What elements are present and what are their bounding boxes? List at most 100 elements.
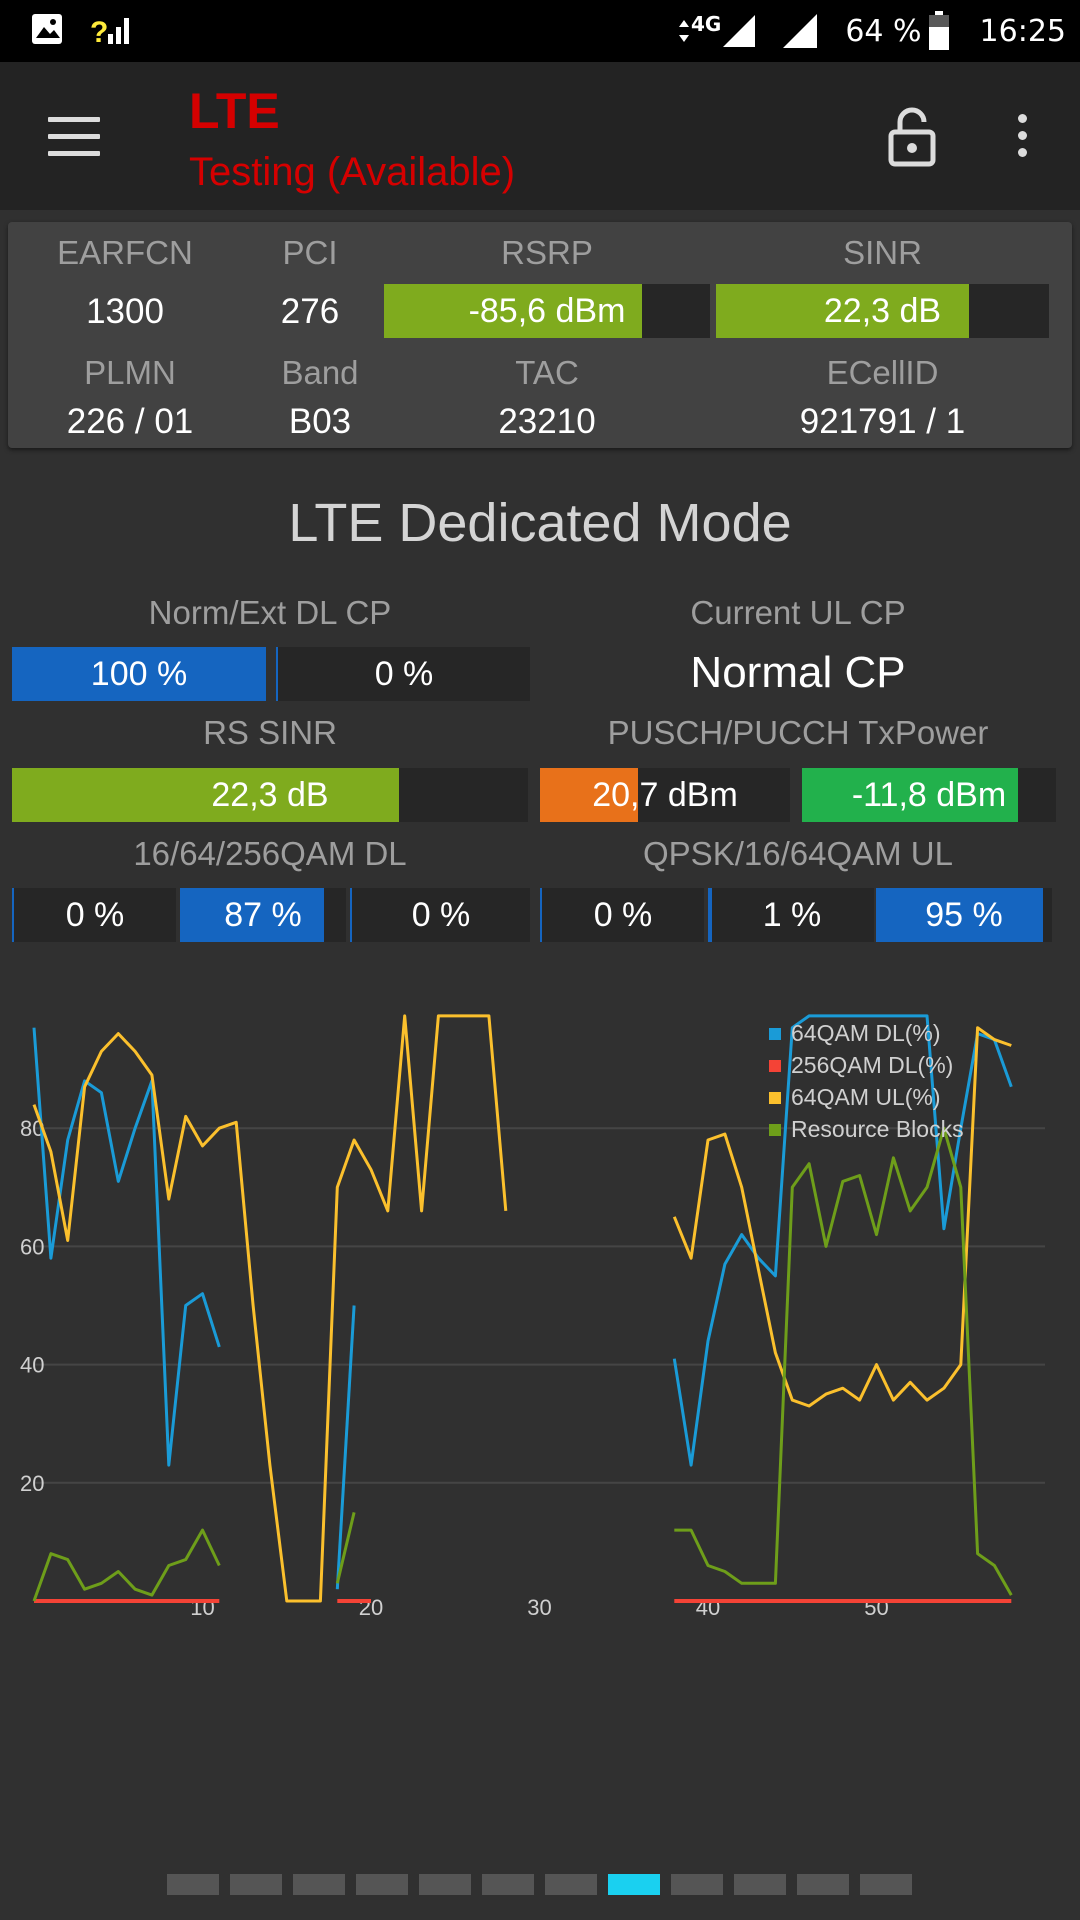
band-label: Band: [281, 354, 359, 391]
ul-cp-value: Normal CP: [690, 648, 906, 697]
pci-label: PCI: [282, 234, 338, 271]
legend-swatch: [769, 1028, 781, 1040]
signal-unknown-icon: ?: [90, 16, 129, 46]
legend-swatch: [769, 1124, 781, 1136]
pusch-fill: [540, 768, 638, 822]
clock: 16:25: [979, 13, 1066, 49]
page-indicator: [167, 1874, 912, 1895]
x-tick-label: 40: [696, 1595, 720, 1620]
ul-qam-label: QPSK/16/64QAM UL: [643, 835, 953, 872]
ul-cp-label: Current UL CP: [690, 594, 906, 631]
dl-16qam-value: 0 %: [65, 895, 125, 934]
y-tick-label: 40: [20, 1353, 44, 1378]
ul-64qam-fill: [876, 888, 1044, 942]
y-tick-label: 20: [20, 1471, 44, 1496]
ul-64qam-value: 95 %: [925, 895, 1003, 934]
series-line: [335, 1305, 356, 1590]
page-dot[interactable]: [671, 1874, 723, 1895]
tac-value: 23210: [498, 402, 596, 441]
dl-16qam-bar: 0 %: [12, 888, 176, 942]
menu-icon[interactable]: [48, 117, 100, 157]
dl-64qam-value: 87 %: [224, 895, 302, 934]
ul-16qam-fill: [710, 888, 712, 942]
dl-cp-norm-fill: [12, 647, 266, 701]
legend-label: 256QAM DL(%): [791, 1052, 953, 1078]
pci-value: 276: [280, 292, 340, 331]
txpower-label: PUSCH/PUCCH TxPower: [607, 714, 989, 751]
rs-sinr-fill: [12, 768, 399, 822]
dl-64qam-bar: 87 %: [180, 888, 346, 942]
dl-64qam-fill: [180, 888, 325, 942]
legend-label: 64QAM DL(%): [791, 1020, 941, 1046]
dl-cp-label: Norm/Ext DL CP: [148, 594, 392, 631]
ul-qpsk-bar: 0 %: [540, 888, 704, 942]
pusch-bar: 20,7 dBm: [540, 768, 790, 822]
series-line: [674, 1126, 1013, 1596]
signal-full-icon: [783, 14, 818, 48]
page-dot[interactable]: [419, 1874, 471, 1895]
page-dot[interactable]: [545, 1874, 597, 1895]
plmn-label: PLMN: [84, 354, 176, 391]
rs-sinr-bar: 22,3 dB: [12, 768, 528, 822]
sinr-bar-fill: [716, 284, 970, 338]
sinr-label: SINR: [843, 234, 922, 271]
sinr-bar: 22,3 dB: [716, 284, 1049, 338]
dl-qam-label: 16/64/256QAM DL: [133, 835, 407, 872]
series-line: [672, 1014, 1013, 1467]
ul-qpsk-value: 0 %: [593, 895, 653, 934]
rsrp-label: RSRP: [501, 234, 593, 271]
dl-cp-ext-value: 0 %: [374, 654, 434, 693]
x-tick-label: 10: [190, 1595, 214, 1620]
y-tick-label: 60: [20, 1234, 44, 1259]
series-line: [672, 1026, 1012, 1408]
page-dot[interactable]: [356, 1874, 408, 1895]
pucch-fill: [802, 768, 1018, 822]
page-dot[interactable]: [230, 1874, 282, 1895]
page-dot[interactable]: [293, 1874, 345, 1895]
page-dot[interactable]: [482, 1874, 534, 1895]
dl-256qam-value: 0 %: [411, 895, 471, 934]
ul-64qam-bar: 95 %: [876, 888, 1052, 942]
page-dot[interactable]: [797, 1874, 849, 1895]
rsrp-bar-fill: [384, 284, 642, 338]
page-dot[interactable]: [734, 1874, 786, 1895]
rs-sinr-label: RS SINR: [203, 714, 337, 751]
page-dot[interactable]: [167, 1874, 219, 1895]
rsrp-value: -85,6 dBm: [468, 291, 626, 330]
series-line: [32, 1014, 508, 1603]
legend-label: Resource Blocks: [791, 1116, 964, 1142]
legend-swatch: [769, 1060, 781, 1072]
app-title: LTE: [189, 83, 280, 139]
legend-label: 64QAM UL(%): [791, 1084, 941, 1110]
battery-icon: [928, 11, 949, 50]
plmn-value: 226 / 01: [66, 402, 194, 441]
more-vert-icon[interactable]: [1010, 114, 1034, 164]
ul-16qam-bar: 1 %: [708, 888, 874, 942]
series-line: [335, 1512, 356, 1584]
lock-open-icon[interactable]: [888, 106, 936, 168]
sinr-value: 22,3 dB: [823, 291, 942, 330]
series-line: [32, 1528, 221, 1602]
battery-percent: 64 %: [845, 13, 922, 49]
series-line: [32, 1027, 221, 1467]
dl-cp-ext-bar: 0 %: [276, 647, 530, 701]
dl-256qam-bar: 0 %: [350, 888, 530, 942]
x-tick-label: 30: [527, 1595, 551, 1620]
dl-cp-norm-value: 100 %: [90, 654, 188, 693]
network-type: 4G: [690, 12, 722, 36]
ecellid-value: 921791 / 1: [799, 402, 966, 441]
page-dot[interactable]: [860, 1874, 912, 1895]
pucch-value: -11,8 dBm: [851, 775, 1007, 814]
earfcn-value: 1300: [86, 292, 164, 331]
app-bar: LTE Testing (Available): [0, 62, 1080, 210]
page-dot[interactable]: [608, 1874, 660, 1895]
rsrp-bar: -85,6 dBm: [384, 284, 710, 338]
pucch-bar: -11,8 dBm: [802, 768, 1056, 822]
section-title: LTE Dedicated Mode: [288, 493, 792, 553]
ul-16qam-value: 1 %: [762, 895, 822, 934]
x-tick-label: 50: [864, 1595, 888, 1620]
tac-label: TAC: [515, 354, 579, 391]
rs-sinr-value: 22,3 dB: [211, 775, 329, 814]
band-value: B03: [288, 402, 352, 441]
